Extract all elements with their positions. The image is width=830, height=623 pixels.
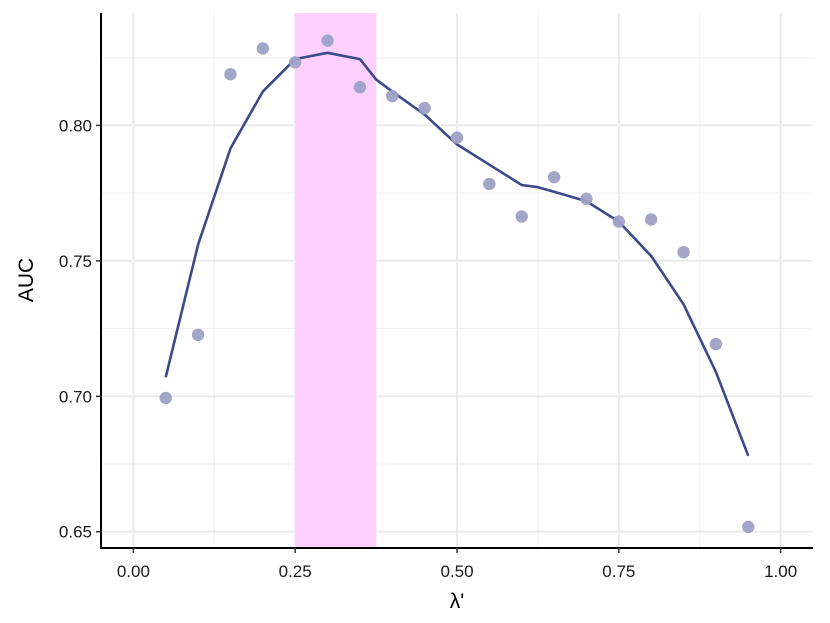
data-point <box>580 192 593 206</box>
grid-major <box>101 13 813 548</box>
data-point <box>483 177 496 191</box>
highlight-band-layer <box>295 13 377 548</box>
data-point <box>644 213 658 226</box>
y-tick-label: 0.65 <box>59 523 92 542</box>
smooth-line <box>164 51 750 457</box>
x-tick-label: 0.00 <box>117 562 150 581</box>
data-point <box>709 337 723 351</box>
data-point <box>742 520 755 534</box>
data-point <box>677 245 690 259</box>
data-point <box>256 42 270 55</box>
y-tick-label: 0.75 <box>59 252 92 271</box>
y-tick-label: 0.70 <box>59 387 92 406</box>
data-point <box>515 210 528 223</box>
x-tick-label: 0.75 <box>602 562 635 581</box>
data-point <box>224 68 237 81</box>
points-layer <box>159 34 755 534</box>
data-point <box>547 170 561 184</box>
data-point <box>450 131 464 144</box>
x-tick-label: 0.25 <box>279 562 312 581</box>
y-axis-title: AUC <box>15 258 38 302</box>
smooth-line-layer <box>164 51 750 457</box>
data-point <box>159 391 172 405</box>
x-axis-title: λ' <box>450 590 465 613</box>
data-point <box>418 101 431 115</box>
data-point <box>353 81 367 94</box>
x-tick-label: 1.00 <box>764 562 797 581</box>
x-tick-label: 0.50 <box>440 562 473 581</box>
data-point <box>191 328 205 342</box>
y-tick-label: 0.80 <box>59 116 92 135</box>
data-point <box>321 34 334 47</box>
ticks-layer: 0.00 0.25 0.50 0.75 1.00 0.65 0.70 0.75 0.80 <box>59 116 797 581</box>
highlight-band <box>295 13 377 548</box>
data-point <box>612 215 626 228</box>
data-point <box>288 56 302 69</box>
data-point <box>386 89 399 103</box>
